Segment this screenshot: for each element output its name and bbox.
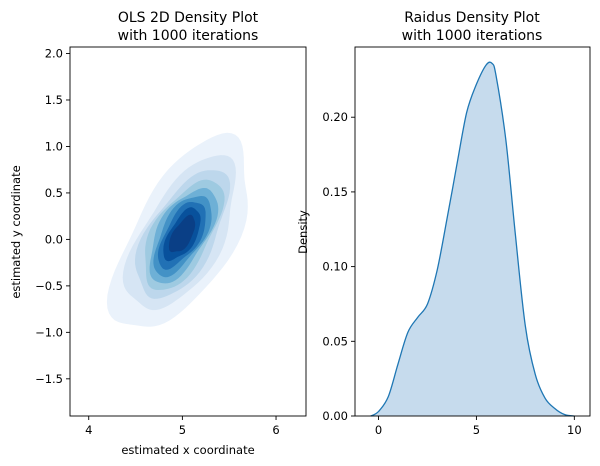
right-y-tick-label: 0.15: [322, 185, 348, 199]
left-density-contours: [106, 132, 248, 327]
left-x-tick-label: 6: [272, 423, 279, 437]
left-y-tick-label: 1.5: [45, 93, 63, 107]
left-x-tick-label: 5: [179, 423, 186, 437]
left-y-tick-label: −1.5: [35, 372, 63, 386]
right-x-tick-label: 0: [375, 423, 382, 437]
right-axis-ticks: 0 5 10 0.00 0.05 0.10 0.15 0.20: [322, 110, 581, 437]
left-axis-ticks: 4 5 6 −1.5 −1.0 −0.5 0.0 0.5 1.0 1.5 2.0: [35, 47, 280, 437]
density-level-9: [168, 214, 196, 253]
right-plot-frame: [354, 46, 591, 417]
left-y-axis-label: estimated y coordinate: [9, 165, 23, 298]
right-y-tick-label: 0.00: [322, 409, 348, 423]
right-density-plot: [370, 61, 575, 417]
left-x-axis-label: estimated x coordinate: [121, 443, 254, 457]
right-x-tick-label: 5: [473, 423, 480, 437]
left-y-tick-label: 2.0: [45, 47, 63, 61]
left-y-tick-label: −1.0: [35, 325, 63, 339]
right-chart: Raidus Density Plot with 1000 iterations…: [296, 10, 591, 437]
right-y-tick-label: 0.10: [322, 260, 348, 274]
left-y-tick-label: −0.5: [35, 279, 63, 293]
left-x-tick-label: 4: [85, 423, 92, 437]
density-area: [370, 62, 575, 417]
right-y-tick-label: 0.05: [322, 334, 348, 348]
left-plot-frame: [69, 46, 307, 417]
density-line: [370, 61, 575, 417]
left-chart-title-line-1: OLS 2D Density Plot: [118, 10, 259, 26]
right-chart-title-line-2: with 1000 iterations: [402, 28, 543, 44]
left-chart-title-line-2: with 1000 iterations: [118, 28, 259, 44]
right-y-axis-label: Density: [296, 210, 310, 254]
left-y-tick-label: 0.0: [45, 232, 63, 246]
left-y-tick-label: 1.0: [45, 139, 63, 153]
right-chart-title-line-1: Raidus Density Plot: [404, 10, 540, 26]
left-chart: OLS 2D Density Plot with 1000 iterations…: [9, 10, 307, 457]
left-y-tick-label: 0.5: [45, 186, 63, 200]
right-y-tick-label: 0.20: [322, 110, 348, 124]
right-x-tick-label: 10: [567, 423, 582, 437]
